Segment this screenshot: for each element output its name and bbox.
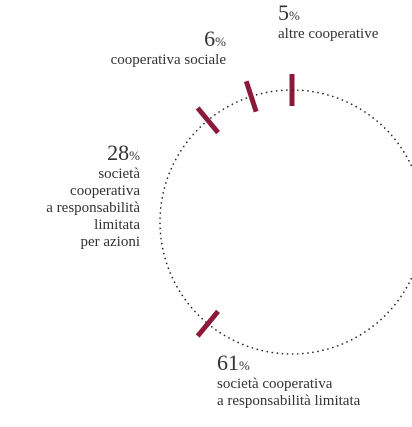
category-label: altre cooperative <box>278 26 379 42</box>
slice-boundary <box>195 309 220 338</box>
value-label: 6% <box>204 26 226 51</box>
value-label: 28% <box>107 140 140 165</box>
slice-boundary <box>195 106 220 135</box>
category-label: società cooperativa a responsabilità limita… <box>46 166 140 250</box>
slice-arc <box>159 119 209 325</box>
slice-boundary <box>243 80 259 113</box>
category-label: cooperativa sociale <box>111 52 227 68</box>
value-label: 61% <box>217 350 250 375</box>
value-label: 5% <box>278 0 300 25</box>
category-label: società cooperativa a responsabilità limi… <box>217 376 361 409</box>
slice-arc <box>207 89 412 355</box>
slice-arc <box>207 95 253 122</box>
slice-arc <box>250 89 293 98</box>
